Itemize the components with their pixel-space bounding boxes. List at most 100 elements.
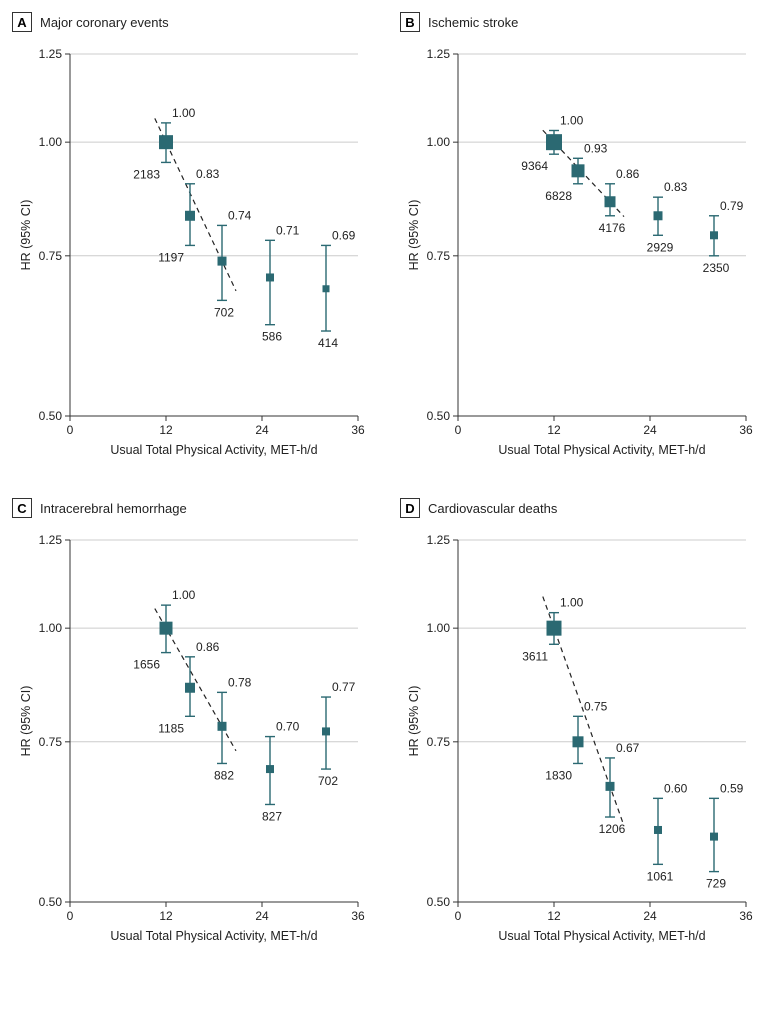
n-label: 1656 [133, 658, 160, 672]
hr-marker [266, 273, 274, 281]
y-tick-label: 1.00 [427, 135, 451, 149]
y-axis-title: HR (95% CI) [407, 686, 421, 757]
hr-value-label: 0.75 [584, 699, 608, 713]
hr-marker [710, 231, 718, 239]
n-label: 1185 [158, 721, 184, 735]
x-tick-label: 12 [547, 423, 561, 437]
y-tick-label: 0.75 [427, 249, 451, 263]
hr-value-label: 0.78 [228, 675, 252, 689]
n-label: 1061 [647, 869, 674, 883]
panel-a: AMajor coronary events0.500.751.001.2501… [12, 12, 380, 470]
panel-letter: A [12, 12, 32, 32]
y-axis-title: HR (95% CI) [407, 200, 421, 271]
hr-marker [185, 211, 195, 221]
n-label: 1830 [545, 768, 572, 782]
x-tick-label: 24 [255, 909, 269, 923]
hr-marker [218, 722, 227, 731]
hr-value-label: 0.83 [196, 167, 220, 181]
x-tick-label: 24 [643, 909, 657, 923]
n-label: 702 [318, 774, 338, 788]
x-axis-title: Usual Total Physical Activity, MET-h/d [498, 443, 705, 457]
panel-header: B Ischemic stroke [400, 12, 768, 32]
panel-title: Cardiovascular deaths [428, 501, 557, 516]
hr-value-label: 0.86 [196, 640, 220, 654]
panel-header: C Intracerebral hemorrhage [12, 498, 380, 518]
n-label: 702 [214, 305, 234, 319]
hr-value-label: 0.74 [228, 208, 252, 222]
hr-marker [572, 164, 585, 177]
n-label: 586 [262, 330, 282, 344]
hr-value-label: 0.60 [664, 781, 688, 795]
forest-plot: 0.500.751.001.250122436Usual Total Physi… [400, 526, 760, 956]
hr-marker [322, 727, 330, 735]
n-label: 6828 [545, 189, 572, 203]
n-label: 4176 [599, 221, 626, 235]
x-axis-title: Usual Total Physical Activity, MET-h/d [110, 929, 317, 943]
hr-marker [605, 196, 616, 207]
y-tick-label: 0.50 [427, 895, 451, 909]
n-label: 827 [262, 809, 282, 823]
n-label: 2350 [703, 261, 730, 275]
y-axis-title: HR (95% CI) [19, 200, 33, 271]
panel-letter: C [12, 498, 32, 518]
plot-area: 0.500.751.001.250122436Usual Total Physi… [12, 526, 380, 956]
x-tick-label: 0 [455, 909, 462, 923]
hr-value-label: 0.70 [276, 720, 300, 734]
hr-value-label: 0.77 [332, 680, 356, 694]
y-tick-label: 0.50 [39, 409, 63, 423]
x-tick-label: 36 [351, 423, 365, 437]
y-tick-label: 1.25 [427, 47, 451, 61]
panel-header: A Major coronary events [12, 12, 380, 32]
x-tick-label: 24 [643, 423, 657, 437]
y-tick-label: 0.50 [427, 409, 451, 423]
y-tick-label: 0.50 [39, 895, 63, 909]
hr-value-label: 0.67 [616, 741, 640, 755]
y-tick-label: 1.00 [427, 621, 451, 635]
hr-marker [547, 621, 562, 636]
n-label: 2183 [133, 167, 160, 181]
forest-plot: 0.500.751.001.250122436Usual Total Physi… [12, 40, 372, 470]
hr-marker [159, 135, 173, 149]
n-label: 3611 [522, 649, 548, 663]
hr-value-label: 0.83 [664, 180, 688, 194]
hr-value-label: 0.59 [720, 781, 744, 795]
panel-letter: B [400, 12, 420, 32]
n-label: 1206 [599, 822, 626, 836]
x-tick-label: 36 [351, 909, 365, 923]
hr-marker [654, 211, 663, 220]
n-label: 882 [214, 768, 234, 782]
hr-value-label: 0.93 [584, 141, 608, 155]
y-tick-label: 0.75 [39, 735, 63, 749]
hr-marker [654, 826, 662, 834]
x-tick-label: 36 [739, 423, 753, 437]
hr-value-label: 1.00 [560, 596, 584, 610]
hr-value-label: 1.00 [172, 106, 196, 120]
panel-title: Ischemic stroke [428, 15, 518, 30]
y-tick-label: 0.75 [427, 735, 451, 749]
panel-title: Intracerebral hemorrhage [40, 501, 187, 516]
x-tick-label: 36 [739, 909, 753, 923]
panel-c: CIntracerebral hemorrhage0.500.751.001.2… [12, 498, 380, 956]
x-tick-label: 0 [67, 423, 74, 437]
hr-value-label: 0.71 [276, 223, 300, 237]
panel-title: Major coronary events [40, 15, 169, 30]
y-tick-label: 1.25 [39, 47, 63, 61]
y-tick-label: 1.00 [39, 621, 63, 635]
hr-marker [218, 257, 227, 266]
figure-grid: A Major coronary events 0.50 0.75 1.00 1.25 0 1… [12, 12, 768, 956]
x-axis-title: Usual Total Physical Activity, MET-h/d [498, 929, 705, 943]
hr-marker [185, 683, 195, 693]
hr-value-label: 0.69 [332, 228, 356, 242]
hr-value-label: 0.86 [616, 167, 640, 181]
panel-header: DCardiovascular deaths [400, 498, 768, 518]
x-tick-label: 12 [159, 909, 173, 923]
x-tick-label: 12 [547, 909, 561, 923]
hr-marker [573, 736, 584, 747]
y-axis-title: HR (95% CI) [19, 686, 33, 757]
hr-marker [546, 134, 562, 150]
plot-area: 0.500.751.001.250122436Usual Total Physi… [400, 40, 768, 470]
panel-b: BIschemic stroke0.500.751.001.250122436U… [400, 12, 768, 470]
n-label: 9364 [521, 159, 548, 173]
hr-marker [710, 833, 718, 841]
x-tick-label: 12 [159, 423, 173, 437]
